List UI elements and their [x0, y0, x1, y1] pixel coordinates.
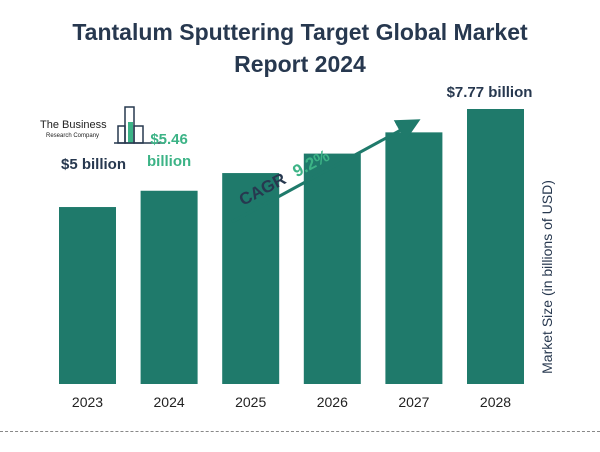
x-tick-2024: 2024: [154, 394, 185, 410]
cagr-arrow: [231, 119, 421, 224]
bar-2028: [467, 109, 524, 384]
chart-title-line1: Tantalum Sputtering Target Global Market: [72, 19, 528, 45]
data-label-2023: $5 billion: [61, 156, 126, 173]
y-axis-label: Market Size (in billions of USD): [539, 180, 555, 374]
bar-2026: [303, 153, 361, 384]
bar-2025: [222, 173, 280, 384]
x-tick-2023: 2023: [72, 394, 103, 410]
x-tick-2028: 2028: [480, 394, 511, 410]
logo-line2: Research Company: [46, 133, 100, 139]
logo-text: The Business Research Company: [40, 119, 107, 140]
footer-divider: [0, 431, 600, 432]
bar-2023: [59, 207, 116, 384]
x-tick-2026: 2026: [317, 394, 348, 410]
logo-line1: The Business: [40, 119, 107, 131]
chart-title-line2: Report 2024: [234, 51, 366, 77]
x-tick-2027: 2027: [398, 394, 429, 410]
data-label-2028: $7.77 billion: [447, 84, 533, 101]
logo-buildings-icon: [114, 106, 165, 144]
data-label-2024-value: $5.46: [150, 131, 188, 148]
chart-title: Tantalum Sputtering Target Global Market…: [0, 16, 600, 80]
data-label-2024-unit: billion: [147, 153, 191, 170]
company-logo: The Business Research Company: [40, 104, 170, 148]
bar-2024: [140, 190, 198, 384]
x-tick-2025: 2025: [235, 394, 266, 410]
bar-2027: [385, 132, 443, 384]
